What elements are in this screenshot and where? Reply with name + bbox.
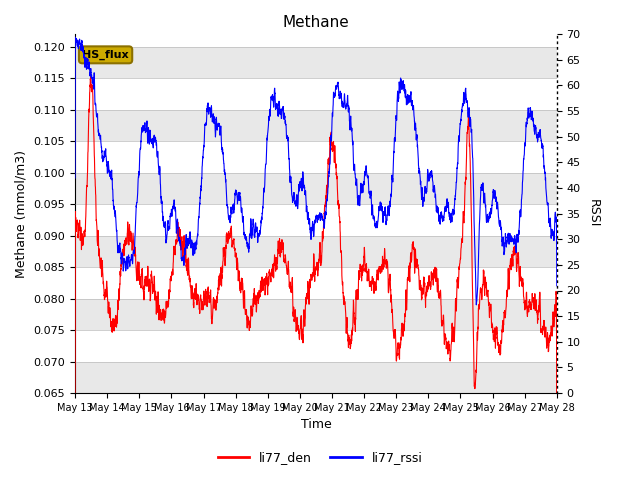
Text: HS_flux: HS_flux bbox=[83, 50, 129, 60]
Bar bbox=[75, 361, 557, 393]
Bar bbox=[75, 299, 557, 330]
Bar bbox=[75, 109, 557, 141]
Y-axis label: RSSI: RSSI bbox=[587, 199, 600, 228]
Bar bbox=[75, 236, 557, 267]
Title: Methane: Methane bbox=[282, 15, 349, 30]
X-axis label: Time: Time bbox=[301, 419, 332, 432]
Bar bbox=[75, 47, 557, 78]
Legend: li77_den, li77_rssi: li77_den, li77_rssi bbox=[212, 446, 428, 469]
Bar bbox=[75, 173, 557, 204]
Y-axis label: Methane (mmol/m3): Methane (mmol/m3) bbox=[15, 150, 28, 277]
